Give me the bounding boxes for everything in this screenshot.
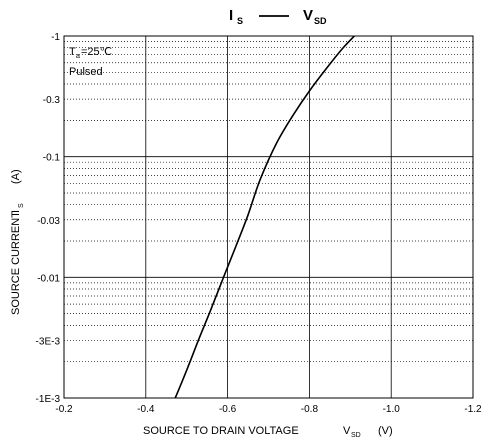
x-axis-unit: (V)	[378, 425, 393, 437]
y-tick-label: -1E-3	[36, 394, 61, 405]
minor-grid	[64, 41, 473, 363]
y-tick-label: -3E-3	[36, 336, 61, 347]
x-tick-label: -0.6	[219, 404, 237, 415]
title-is-sub: S	[237, 16, 243, 26]
y-tick-label: -0.3	[43, 95, 61, 106]
x-tick-label: -0.8	[301, 404, 319, 415]
major-grid	[64, 36, 473, 398]
annotation-block: T a =25℃ Pulsed	[69, 46, 112, 78]
y-axis-unit: (A)	[10, 169, 22, 184]
y-axis-symbol: I	[10, 210, 22, 213]
x-axis-title: SOURCE TO DRAIN VOLTAGE	[143, 425, 299, 437]
x-tick-label: -1.2	[464, 404, 482, 415]
chart-title: I S V SD	[229, 7, 327, 26]
x-axis-symbol: V	[343, 425, 351, 437]
ta-label: T	[69, 46, 76, 58]
ta-value: =25℃	[81, 46, 112, 58]
title-vsd-sub: SD	[314, 16, 327, 26]
y-axis-title: SOURCE CURRENT	[10, 211, 22, 315]
x-tick-label: -0.2	[55, 404, 73, 415]
y-tick-label: -0.1	[43, 153, 61, 164]
y-tick-labels: -1 -0.3 -0.1 -0.03 -0.01 -3E-3 -1E-3	[36, 32, 61, 405]
y-axis-label: SOURCE CURRENT I S (A)	[10, 169, 25, 315]
x-tick-labels: -0.2 -0.4 -0.6 -0.8 -1.0 -1.2	[55, 404, 482, 415]
plot-frame	[63, 35, 474, 399]
title-vsd: V	[303, 7, 313, 24]
x-axis-label: SOURCE TO DRAIN VOLTAGE V SD (V)	[143, 425, 393, 439]
y-tick-label: -0.03	[37, 216, 60, 227]
ta-sub: a	[76, 53, 80, 60]
pulsed-label: Pulsed	[69, 66, 103, 78]
x-axis-symbol-sub: SD	[351, 432, 361, 439]
title-is: I	[229, 7, 233, 24]
x-tick-label: -0.4	[137, 404, 155, 415]
y-axis-symbol-sub: S	[18, 203, 25, 208]
x-tick-label: -1.0	[383, 404, 401, 415]
is-vsd-curve	[174, 35, 355, 399]
y-tick-label: -1	[51, 32, 60, 43]
y-tick-label: -0.01	[37, 273, 60, 284]
